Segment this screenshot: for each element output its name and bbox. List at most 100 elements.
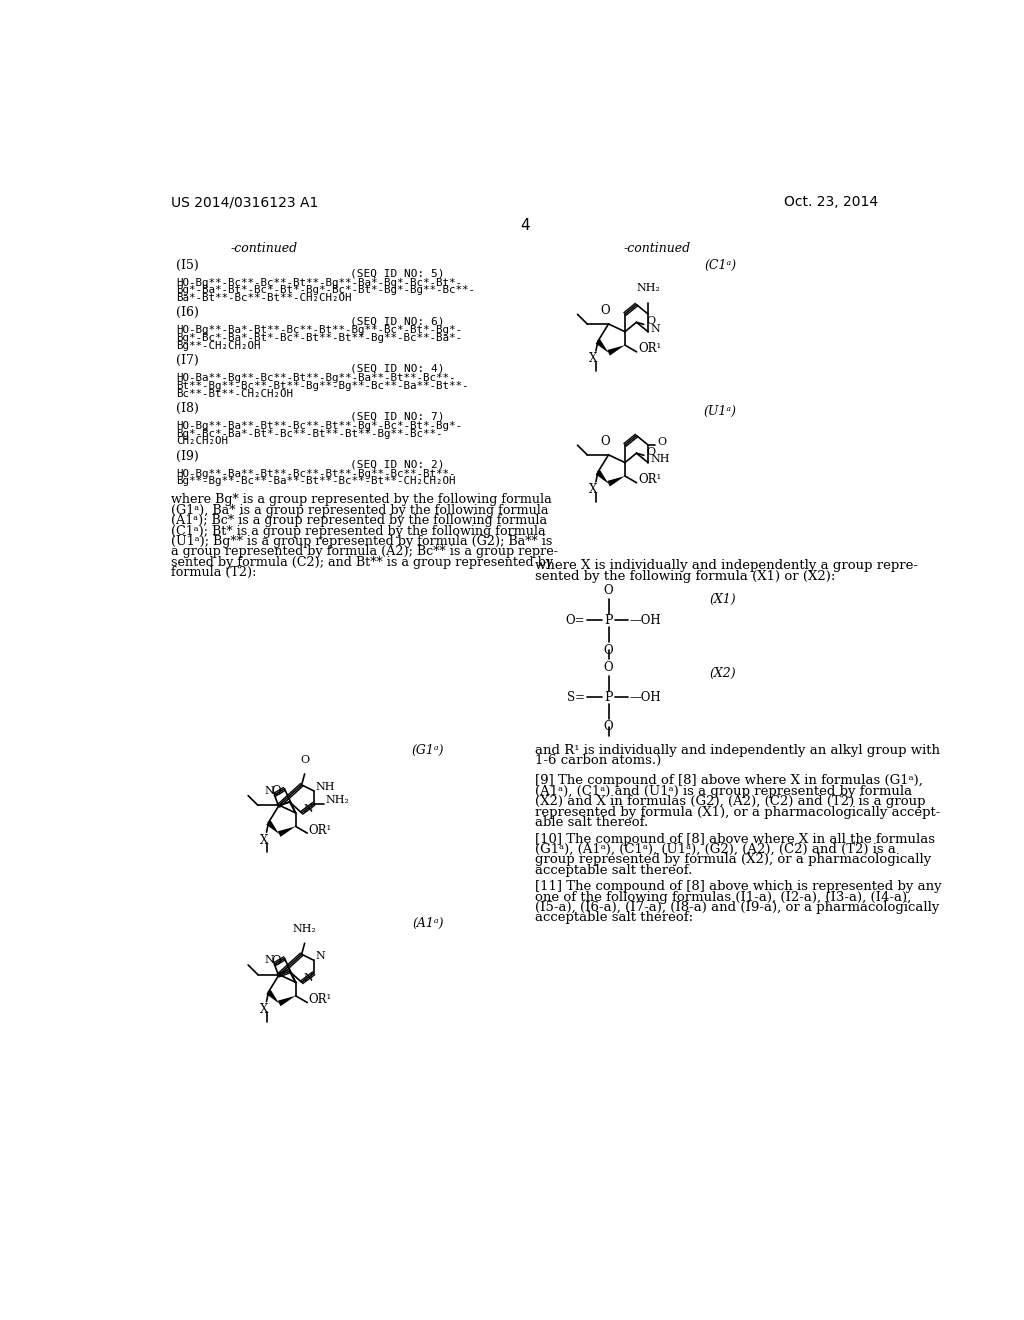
Text: O: O xyxy=(604,585,613,597)
Text: -continued: -continued xyxy=(230,242,297,255)
Text: (SEQ ID NO: 5): (SEQ ID NO: 5) xyxy=(350,268,444,279)
Text: P: P xyxy=(604,614,612,627)
Text: (A1ᵃ): (A1ᵃ) xyxy=(413,917,444,929)
Text: NH: NH xyxy=(315,781,335,792)
Text: O=: O= xyxy=(565,614,586,627)
Text: (U1ᵃ); Bg** is a group represented by formula (G2); Ba** is: (U1ᵃ); Bg** is a group represented by fo… xyxy=(171,535,552,548)
Text: O: O xyxy=(271,954,281,968)
Text: O: O xyxy=(657,437,667,446)
Text: O: O xyxy=(604,644,613,656)
Text: O: O xyxy=(271,785,281,799)
Text: (G1ᵃ), (A1ᵃ), (C1ᵃ), (U1ᵃ), (G2), (A2), (C2) and (T2) is a: (G1ᵃ), (A1ᵃ), (C1ᵃ), (U1ᵃ), (G2), (A2), … xyxy=(535,843,896,855)
Text: Ba*-Bt**-Bc**-Bt**-CH₂CH₂OH: Ba*-Bt**-Bc**-Bt**-CH₂CH₂OH xyxy=(176,293,351,304)
Text: N: N xyxy=(650,323,660,334)
Text: NH₂: NH₂ xyxy=(293,924,316,935)
Text: (C1ᵃ); Bt* is a group represented by the following formula: (C1ᵃ); Bt* is a group represented by the… xyxy=(171,524,545,537)
Polygon shape xyxy=(266,990,280,1003)
Text: O: O xyxy=(646,317,655,326)
Text: OR¹: OR¹ xyxy=(638,473,662,486)
Text: X: X xyxy=(590,483,598,496)
Text: (I5-a), (I6-a), (I7-a), (I8-a) and (I9-a), or a pharmacologically: (I5-a), (I6-a), (I7-a), (I8-a) and (I9-a… xyxy=(535,902,939,913)
Text: acceptable salt thereof:: acceptable salt thereof: xyxy=(535,911,693,924)
Text: X: X xyxy=(590,352,598,366)
Text: O: O xyxy=(300,755,309,764)
Text: (I9): (I9) xyxy=(176,449,199,462)
Text: (SEQ ID NO: 4): (SEQ ID NO: 4) xyxy=(350,364,444,374)
Text: (U1ᵃ): (U1ᵃ) xyxy=(703,405,736,418)
Text: O: O xyxy=(601,304,610,317)
Text: (A1ᵃ), (C1ᵃ) and (U1ᵃ) is a group represented by formula: (A1ᵃ), (C1ᵃ) and (U1ᵃ) is a group repres… xyxy=(535,785,912,797)
Text: N: N xyxy=(315,952,325,961)
Text: [10] The compound of [8] above where X in all the formulas: [10] The compound of [8] above where X i… xyxy=(535,833,935,846)
Text: [11] The compound of [8] above which is represented by any: [11] The compound of [8] above which is … xyxy=(535,880,941,894)
Text: (I5): (I5) xyxy=(176,259,199,272)
Text: Bc**-Bt**-CH₂CH₂OH: Bc**-Bt**-CH₂CH₂OH xyxy=(176,388,293,399)
Text: HO-Bg**-Ba*-Bt**-Bc**-Bt**-Bg**-Bc*-Bt*-Bg*-: HO-Bg**-Ba*-Bt**-Bc**-Bt**-Bg**-Bc*-Bt*-… xyxy=(176,326,462,335)
Text: OR¹: OR¹ xyxy=(309,824,332,837)
Text: (X2): (X2) xyxy=(710,667,736,680)
Text: P: P xyxy=(604,690,612,704)
Text: —OH: —OH xyxy=(630,690,662,704)
Text: Oct. 23, 2014: Oct. 23, 2014 xyxy=(784,195,879,210)
Text: (C1ᵃ): (C1ᵃ) xyxy=(705,259,736,272)
Text: Bg**-CH₂CH₂OH: Bg**-CH₂CH₂OH xyxy=(176,341,260,351)
Text: represented by formula (X1), or a pharmacologically accept-: represented by formula (X1), or a pharma… xyxy=(535,805,940,818)
Text: Bt**-Bg**-Bc**-Bt**-Bg**-Bg**-Bc**-Ba**-Bt**-: Bt**-Bg**-Bc**-Bt**-Bg**-Bg**-Bc**-Ba**-… xyxy=(176,381,469,391)
Text: Bg**-Bg**-Bc**-Ba**-Bt**-Bc**-Bt**-CH₂CH₂OH: Bg**-Bg**-Bc**-Ba**-Bt**-Bc**-Bt**-CH₂CH… xyxy=(176,477,456,486)
Text: —OH: —OH xyxy=(630,614,662,627)
Text: NH₂: NH₂ xyxy=(636,284,659,293)
Text: NH: NH xyxy=(650,454,670,465)
Text: N: N xyxy=(303,804,313,814)
Text: (I6): (I6) xyxy=(176,306,199,319)
Text: sented by the following formula (X1) or (X2):: sented by the following formula (X1) or … xyxy=(535,570,836,582)
Text: where X is individually and independently a group repre-: where X is individually and independentl… xyxy=(535,558,918,572)
Text: CH₂CH₂OH: CH₂CH₂OH xyxy=(176,437,228,446)
Text: (G1ᵃ): (G1ᵃ) xyxy=(412,743,444,756)
Text: O: O xyxy=(604,721,613,734)
Text: OR¹: OR¹ xyxy=(638,342,662,355)
Text: (G1ᵃ), Ba* is a group represented by the following formula: (G1ᵃ), Ba* is a group represented by the… xyxy=(171,504,548,516)
Text: acceptable salt thereof.: acceptable salt thereof. xyxy=(535,863,692,876)
Text: N: N xyxy=(265,956,274,965)
Text: Bg*-Bc*-Ba*-Bt*-Bc**-Bt**-Bt**-Bg**-Bc**-: Bg*-Bc*-Ba*-Bt*-Bc**-Bt**-Bt**-Bg**-Bc**… xyxy=(176,429,442,438)
Text: HO-Bg**-Ba**-Bt**-Bc**-Bt**-Bg*-Bc*-Bt*-Bg*-: HO-Bg**-Ba**-Bt**-Bc**-Bt**-Bg*-Bc*-Bt*-… xyxy=(176,421,462,430)
Text: N: N xyxy=(265,785,274,796)
Text: S=: S= xyxy=(567,690,586,704)
Text: O: O xyxy=(646,447,655,457)
Text: N: N xyxy=(303,973,313,983)
Text: OR¹: OR¹ xyxy=(309,993,332,1006)
Text: (A1ᵃ); Bc* is a group represented by the following formula: (A1ᵃ); Bc* is a group represented by the… xyxy=(171,515,547,527)
Polygon shape xyxy=(607,345,625,355)
Text: (I8): (I8) xyxy=(176,401,199,414)
Text: O: O xyxy=(601,434,610,447)
Polygon shape xyxy=(607,477,625,487)
Text: (X2) and X in formulas (G2), (A2), (C2) and (T2) is a group: (X2) and X in formulas (G2), (A2), (C2) … xyxy=(535,795,926,808)
Text: sented by formula (C2); and Bt** is a group represented by: sented by formula (C2); and Bt** is a gr… xyxy=(171,556,553,569)
Text: X: X xyxy=(260,834,268,846)
Text: group represented by formula (X2), or a pharmacologically: group represented by formula (X2), or a … xyxy=(535,853,931,866)
Text: (SEQ ID NO: 7): (SEQ ID NO: 7) xyxy=(350,412,444,421)
Text: (I7): (I7) xyxy=(176,354,199,367)
Text: (X1): (X1) xyxy=(710,594,736,606)
Text: HO-Ba**-Bg**-Bc**-Bt**-Bg**-Ba**-Bt**-Bc**-: HO-Ba**-Bg**-Bc**-Bt**-Bg**-Ba**-Bt**-Bc… xyxy=(176,374,456,383)
Text: 1-6 carbon atoms.): 1-6 carbon atoms.) xyxy=(535,755,662,767)
Polygon shape xyxy=(278,995,296,1006)
Text: X: X xyxy=(260,1003,268,1016)
Text: -continued: -continued xyxy=(624,242,691,255)
Polygon shape xyxy=(266,821,280,834)
Text: a group represented by formula (A2); Bc** is a group repre-: a group represented by formula (A2); Bc*… xyxy=(171,545,558,558)
Text: 4: 4 xyxy=(520,218,529,234)
Text: able salt thereof.: able salt thereof. xyxy=(535,816,648,829)
Text: (SEQ ID NO: 2): (SEQ ID NO: 2) xyxy=(350,459,444,470)
Text: US 2014/0316123 A1: US 2014/0316123 A1 xyxy=(171,195,318,210)
Text: NH₂: NH₂ xyxy=(326,795,349,805)
Polygon shape xyxy=(596,470,608,483)
Text: HO-Bg**-Bc**-Bc**-Bt**-Bg**-Ba*-Bg*-Bc*-Bt*-: HO-Bg**-Bc**-Bc**-Bt**-Bg**-Ba*-Bg*-Bc*-… xyxy=(176,277,462,288)
Text: [9] The compound of [8] above where X in formulas (G1ᵃ),: [9] The compound of [8] above where X in… xyxy=(535,775,923,788)
Text: formula (T2):: formula (T2): xyxy=(171,566,256,579)
Polygon shape xyxy=(596,339,608,352)
Text: O: O xyxy=(604,661,613,675)
Text: HO-Bg**-Ba**-Bt**-Bc**-Bt**-Bg**-Bc**-Bt**-: HO-Bg**-Ba**-Bt**-Bc**-Bt**-Bg**-Bc**-Bt… xyxy=(176,469,456,479)
Text: where Bg* is a group represented by the following formula: where Bg* is a group represented by the … xyxy=(171,494,551,507)
Text: and R¹ is individually and independently an alkyl group with: and R¹ is individually and independently… xyxy=(535,743,940,756)
